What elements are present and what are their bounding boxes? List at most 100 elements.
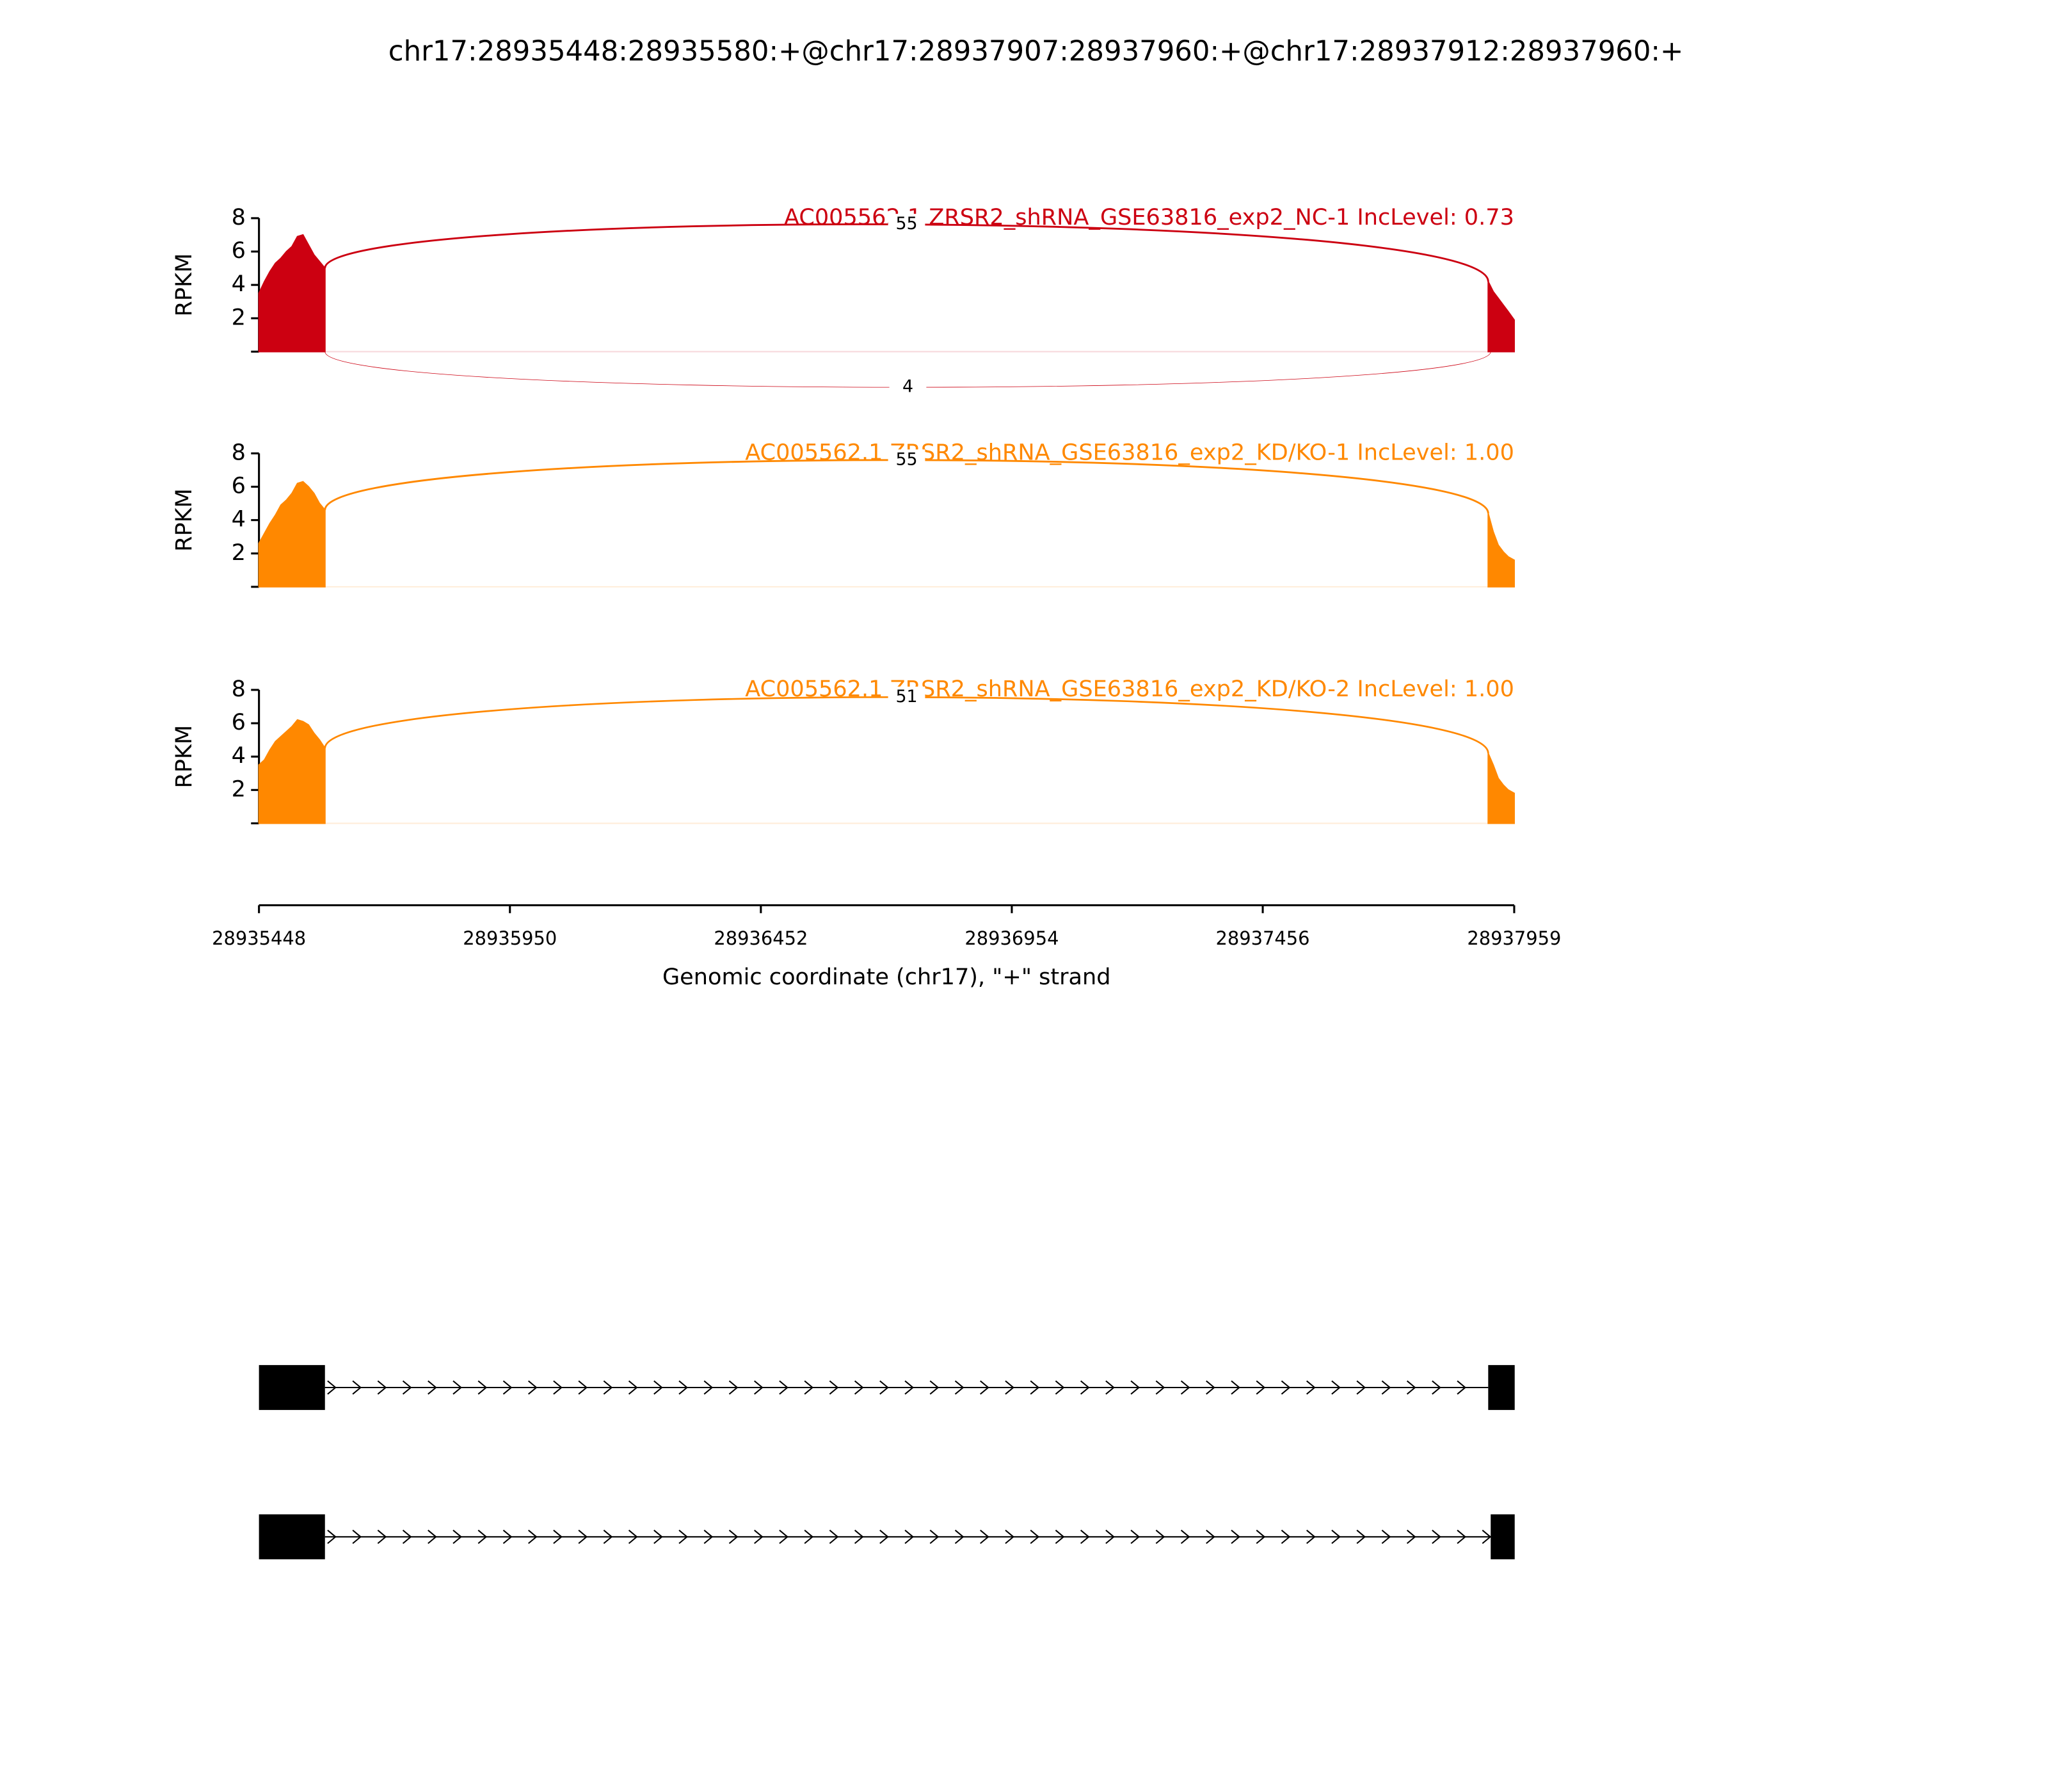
strand-arrow xyxy=(528,1380,538,1395)
strand-arrow xyxy=(1030,1380,1040,1395)
junction-label: 51 xyxy=(895,687,917,707)
strand-arrow xyxy=(1055,1380,1065,1395)
strand-arrow xyxy=(452,1530,463,1544)
strand-arrow xyxy=(1457,1380,1467,1395)
exon xyxy=(259,1514,325,1560)
y-tick-label: 4 xyxy=(232,742,246,769)
y-tick-label: 4 xyxy=(232,271,246,297)
strand-arrow xyxy=(1130,1380,1140,1395)
strand-arrow xyxy=(1356,1380,1366,1395)
strand-arrow xyxy=(1155,1530,1165,1544)
exon xyxy=(1491,1514,1515,1560)
junction-label-bg xyxy=(888,214,925,236)
strand-arrow xyxy=(428,1380,437,1395)
strand-arrow xyxy=(980,1380,989,1395)
strand-arrow xyxy=(1331,1530,1341,1544)
y-axis-label: RPKM xyxy=(171,725,197,788)
strand-arrow xyxy=(829,1530,839,1544)
strand-arrow xyxy=(352,1380,362,1395)
strand-arrow xyxy=(352,1530,362,1544)
x-tick-label: 28935448 xyxy=(212,927,306,949)
strand-arrow xyxy=(904,1380,915,1395)
strand-arrow xyxy=(829,1380,839,1395)
strand-arrow xyxy=(1306,1530,1316,1544)
strand-arrow xyxy=(1381,1530,1391,1544)
strand-arrow xyxy=(879,1530,889,1544)
strand-arrow xyxy=(1356,1530,1366,1544)
strand-arrow xyxy=(1331,1380,1341,1395)
strand-arrow xyxy=(578,1530,588,1544)
strand-arrow xyxy=(1180,1380,1190,1395)
strand-arrow xyxy=(1256,1380,1266,1395)
junction-label: 55 xyxy=(895,449,917,469)
strand-arrow xyxy=(1130,1530,1140,1544)
strand-arrow xyxy=(954,1380,964,1395)
strand-arrow xyxy=(528,1530,538,1544)
strand-arrow xyxy=(628,1380,638,1395)
strand-arrow xyxy=(954,1530,964,1544)
strand-arrow xyxy=(553,1530,563,1544)
strand-arrow xyxy=(1281,1530,1291,1544)
y-tick-label: 6 xyxy=(232,237,246,264)
panel-label: AC005562.1 ZRSR2_shRNA_GSE63816_exp2_KD/… xyxy=(745,676,1514,702)
strand-arrow xyxy=(1155,1380,1165,1395)
exon xyxy=(259,1364,325,1411)
strand-arrow xyxy=(854,1530,864,1544)
strand-arrow xyxy=(703,1530,714,1544)
strand-arrow xyxy=(804,1380,814,1395)
strand-arrow xyxy=(428,1530,437,1544)
chart-title: chr17:28935448:28935580:+@chr17:28937907… xyxy=(388,35,1684,67)
strand-arrow xyxy=(1055,1530,1065,1544)
strand-arrow xyxy=(1080,1530,1090,1544)
junction-label: 4 xyxy=(902,377,913,397)
strand-arrow xyxy=(1005,1530,1014,1544)
y-tick-label: 8 xyxy=(232,439,246,465)
strand-arrow xyxy=(929,1380,940,1395)
junction-label: 55 xyxy=(895,214,917,234)
coverage-area xyxy=(258,481,1515,588)
strand-arrow xyxy=(779,1380,788,1395)
y-tick-label: 2 xyxy=(232,776,246,802)
strand-arrow xyxy=(377,1380,387,1395)
strand-arrow xyxy=(1482,1530,1492,1544)
strand-arrow xyxy=(1105,1380,1115,1395)
strand-arrow xyxy=(452,1380,463,1395)
strand-arrow xyxy=(477,1380,488,1395)
strand-arrow xyxy=(603,1380,613,1395)
strand-arrow xyxy=(553,1380,563,1395)
y-tick-label: 8 xyxy=(232,676,246,702)
strand-arrow xyxy=(1206,1530,1215,1544)
strand-arrow xyxy=(1457,1530,1467,1544)
strand-arrow xyxy=(678,1380,689,1395)
strand-arrow xyxy=(578,1380,588,1395)
junction-label-bg xyxy=(888,449,925,471)
strand-arrow xyxy=(1432,1530,1441,1544)
strand-arrow xyxy=(904,1530,915,1544)
strand-arrow xyxy=(1231,1530,1241,1544)
y-tick-label: 6 xyxy=(232,709,246,735)
strand-arrow xyxy=(1381,1380,1391,1395)
strand-arrow xyxy=(1005,1380,1014,1395)
strand-arrow xyxy=(327,1530,337,1544)
strand-arrow xyxy=(703,1380,714,1395)
y-tick-label: 6 xyxy=(232,473,246,499)
strand-arrow xyxy=(1256,1530,1266,1544)
y-tick-label: 8 xyxy=(232,204,246,230)
strand-arrow xyxy=(854,1380,864,1395)
x-tick-label: 28937456 xyxy=(1216,927,1310,949)
strand-arrow xyxy=(1180,1530,1190,1544)
coverage-area xyxy=(258,234,1515,353)
strand-arrow xyxy=(1432,1380,1441,1395)
strand-arrow xyxy=(603,1530,613,1544)
strand-arrow xyxy=(1080,1380,1090,1395)
exon xyxy=(1488,1364,1515,1411)
x-tick-label: 28935950 xyxy=(463,927,557,949)
strand-arrow xyxy=(728,1380,739,1395)
strand-arrow xyxy=(628,1530,638,1544)
strand-arrow xyxy=(502,1530,513,1544)
strand-arrow xyxy=(804,1530,814,1544)
coverage-area xyxy=(258,719,1515,824)
y-tick-label: 4 xyxy=(232,506,246,532)
